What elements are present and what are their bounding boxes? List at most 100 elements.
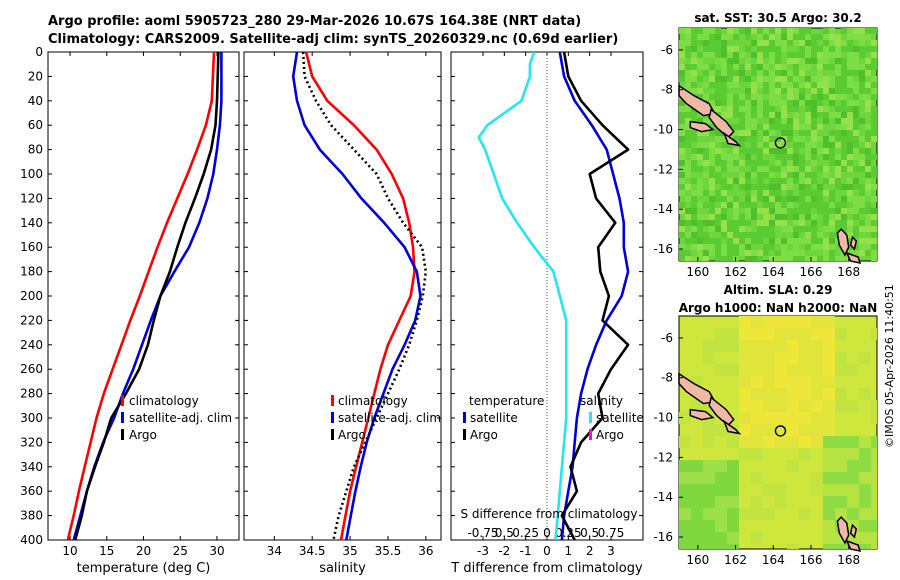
map-cell — [799, 130, 805, 136]
map-cell — [733, 178, 739, 184]
map-cell — [853, 184, 859, 190]
map-cell — [847, 70, 853, 76]
y-tick-label: 0 — [35, 45, 43, 59]
map-cell — [787, 136, 793, 142]
map-cell — [781, 40, 787, 46]
map-cell — [727, 112, 733, 118]
map-cell — [721, 52, 727, 58]
map-cell — [871, 448, 877, 460]
map-cell — [841, 256, 847, 261]
map-cell — [697, 202, 703, 208]
map-cell — [847, 82, 853, 88]
map-cell — [697, 52, 703, 58]
map-cell — [841, 196, 847, 202]
map-cell — [715, 238, 721, 244]
map-cell — [823, 154, 829, 160]
map-cell — [739, 160, 745, 166]
map-cell — [685, 76, 691, 82]
lon-tick-label: 162 — [724, 265, 747, 279]
map-cell — [691, 226, 697, 232]
map-cell — [829, 46, 835, 52]
map-cell — [811, 124, 817, 130]
map-cell — [793, 58, 799, 64]
map-cell — [787, 226, 793, 232]
map-cell — [739, 112, 745, 118]
map-cell — [697, 88, 703, 94]
map-cell — [727, 250, 733, 256]
map-cell — [757, 166, 763, 172]
legend-swatch-climatology — [331, 395, 334, 406]
map-cell — [727, 520, 739, 532]
map-cell — [811, 160, 817, 166]
map-cell — [703, 82, 709, 88]
map-cell — [841, 28, 847, 34]
map-cell — [775, 148, 781, 154]
map-cell — [715, 532, 727, 544]
map-cell — [691, 202, 697, 208]
map-cell — [793, 34, 799, 40]
map-cell — [763, 190, 769, 196]
map-cell — [859, 40, 865, 46]
map-cell — [679, 28, 685, 34]
map-cell — [793, 118, 799, 124]
map-cell — [799, 340, 811, 352]
map-cell — [703, 154, 709, 160]
map-cell — [703, 424, 715, 436]
lat-tick-label: -12 — [653, 162, 673, 176]
map-cell — [793, 52, 799, 58]
map-cell — [727, 256, 733, 261]
lon-tick-label: 160 — [686, 265, 709, 279]
map-cell — [793, 196, 799, 202]
map-cell — [811, 88, 817, 94]
map-cell — [757, 40, 763, 46]
map-cell — [811, 112, 817, 118]
map-cell — [715, 244, 721, 250]
map-cell — [847, 460, 859, 472]
map-cell — [751, 166, 757, 172]
map-cell — [841, 184, 847, 190]
map-cell — [763, 70, 769, 76]
map-cell — [727, 202, 733, 208]
map-cell — [865, 28, 871, 34]
map-cell — [835, 364, 847, 376]
map-cell — [763, 316, 775, 328]
map-cell — [757, 106, 763, 112]
map-cell — [679, 118, 685, 124]
map-cell — [823, 340, 835, 352]
map-cell — [739, 28, 745, 34]
y-tick-label: 260 — [20, 362, 43, 376]
map-cell — [787, 238, 793, 244]
map-cell — [811, 232, 817, 238]
map-cell — [679, 70, 685, 76]
map-cell — [829, 214, 835, 220]
map-cell — [847, 28, 853, 34]
map-cell — [691, 88, 697, 94]
x-tick-label: 0 — [543, 544, 551, 558]
map-cell — [871, 544, 877, 549]
map-cell — [715, 148, 721, 154]
map-cell — [799, 316, 811, 328]
map-cell — [685, 28, 691, 34]
map-cell — [757, 124, 763, 130]
difference-panel: -3 -2 -1 0 1 2 3-0.750.50.25 0 0.250.50.75T diff… — [450, 52, 643, 576]
x-tick-label: -3 — [477, 544, 489, 558]
map-cell — [745, 238, 751, 244]
map-cell — [841, 82, 847, 88]
map-cell — [709, 154, 715, 160]
map-cell — [679, 220, 685, 226]
map-cell — [721, 256, 727, 261]
map-cell — [775, 118, 781, 124]
map-cell — [751, 112, 757, 118]
map-cell — [721, 88, 727, 94]
map-cell — [799, 250, 805, 256]
lon-tick-label: 168 — [837, 553, 860, 567]
map-cell — [703, 160, 709, 166]
map-cell — [853, 232, 859, 238]
map-cell — [727, 154, 733, 160]
map-cell — [829, 202, 835, 208]
map-cell — [787, 202, 793, 208]
map-cell — [829, 160, 835, 166]
map-cell — [745, 160, 751, 166]
map-cell — [799, 196, 805, 202]
map-cell — [865, 82, 871, 88]
